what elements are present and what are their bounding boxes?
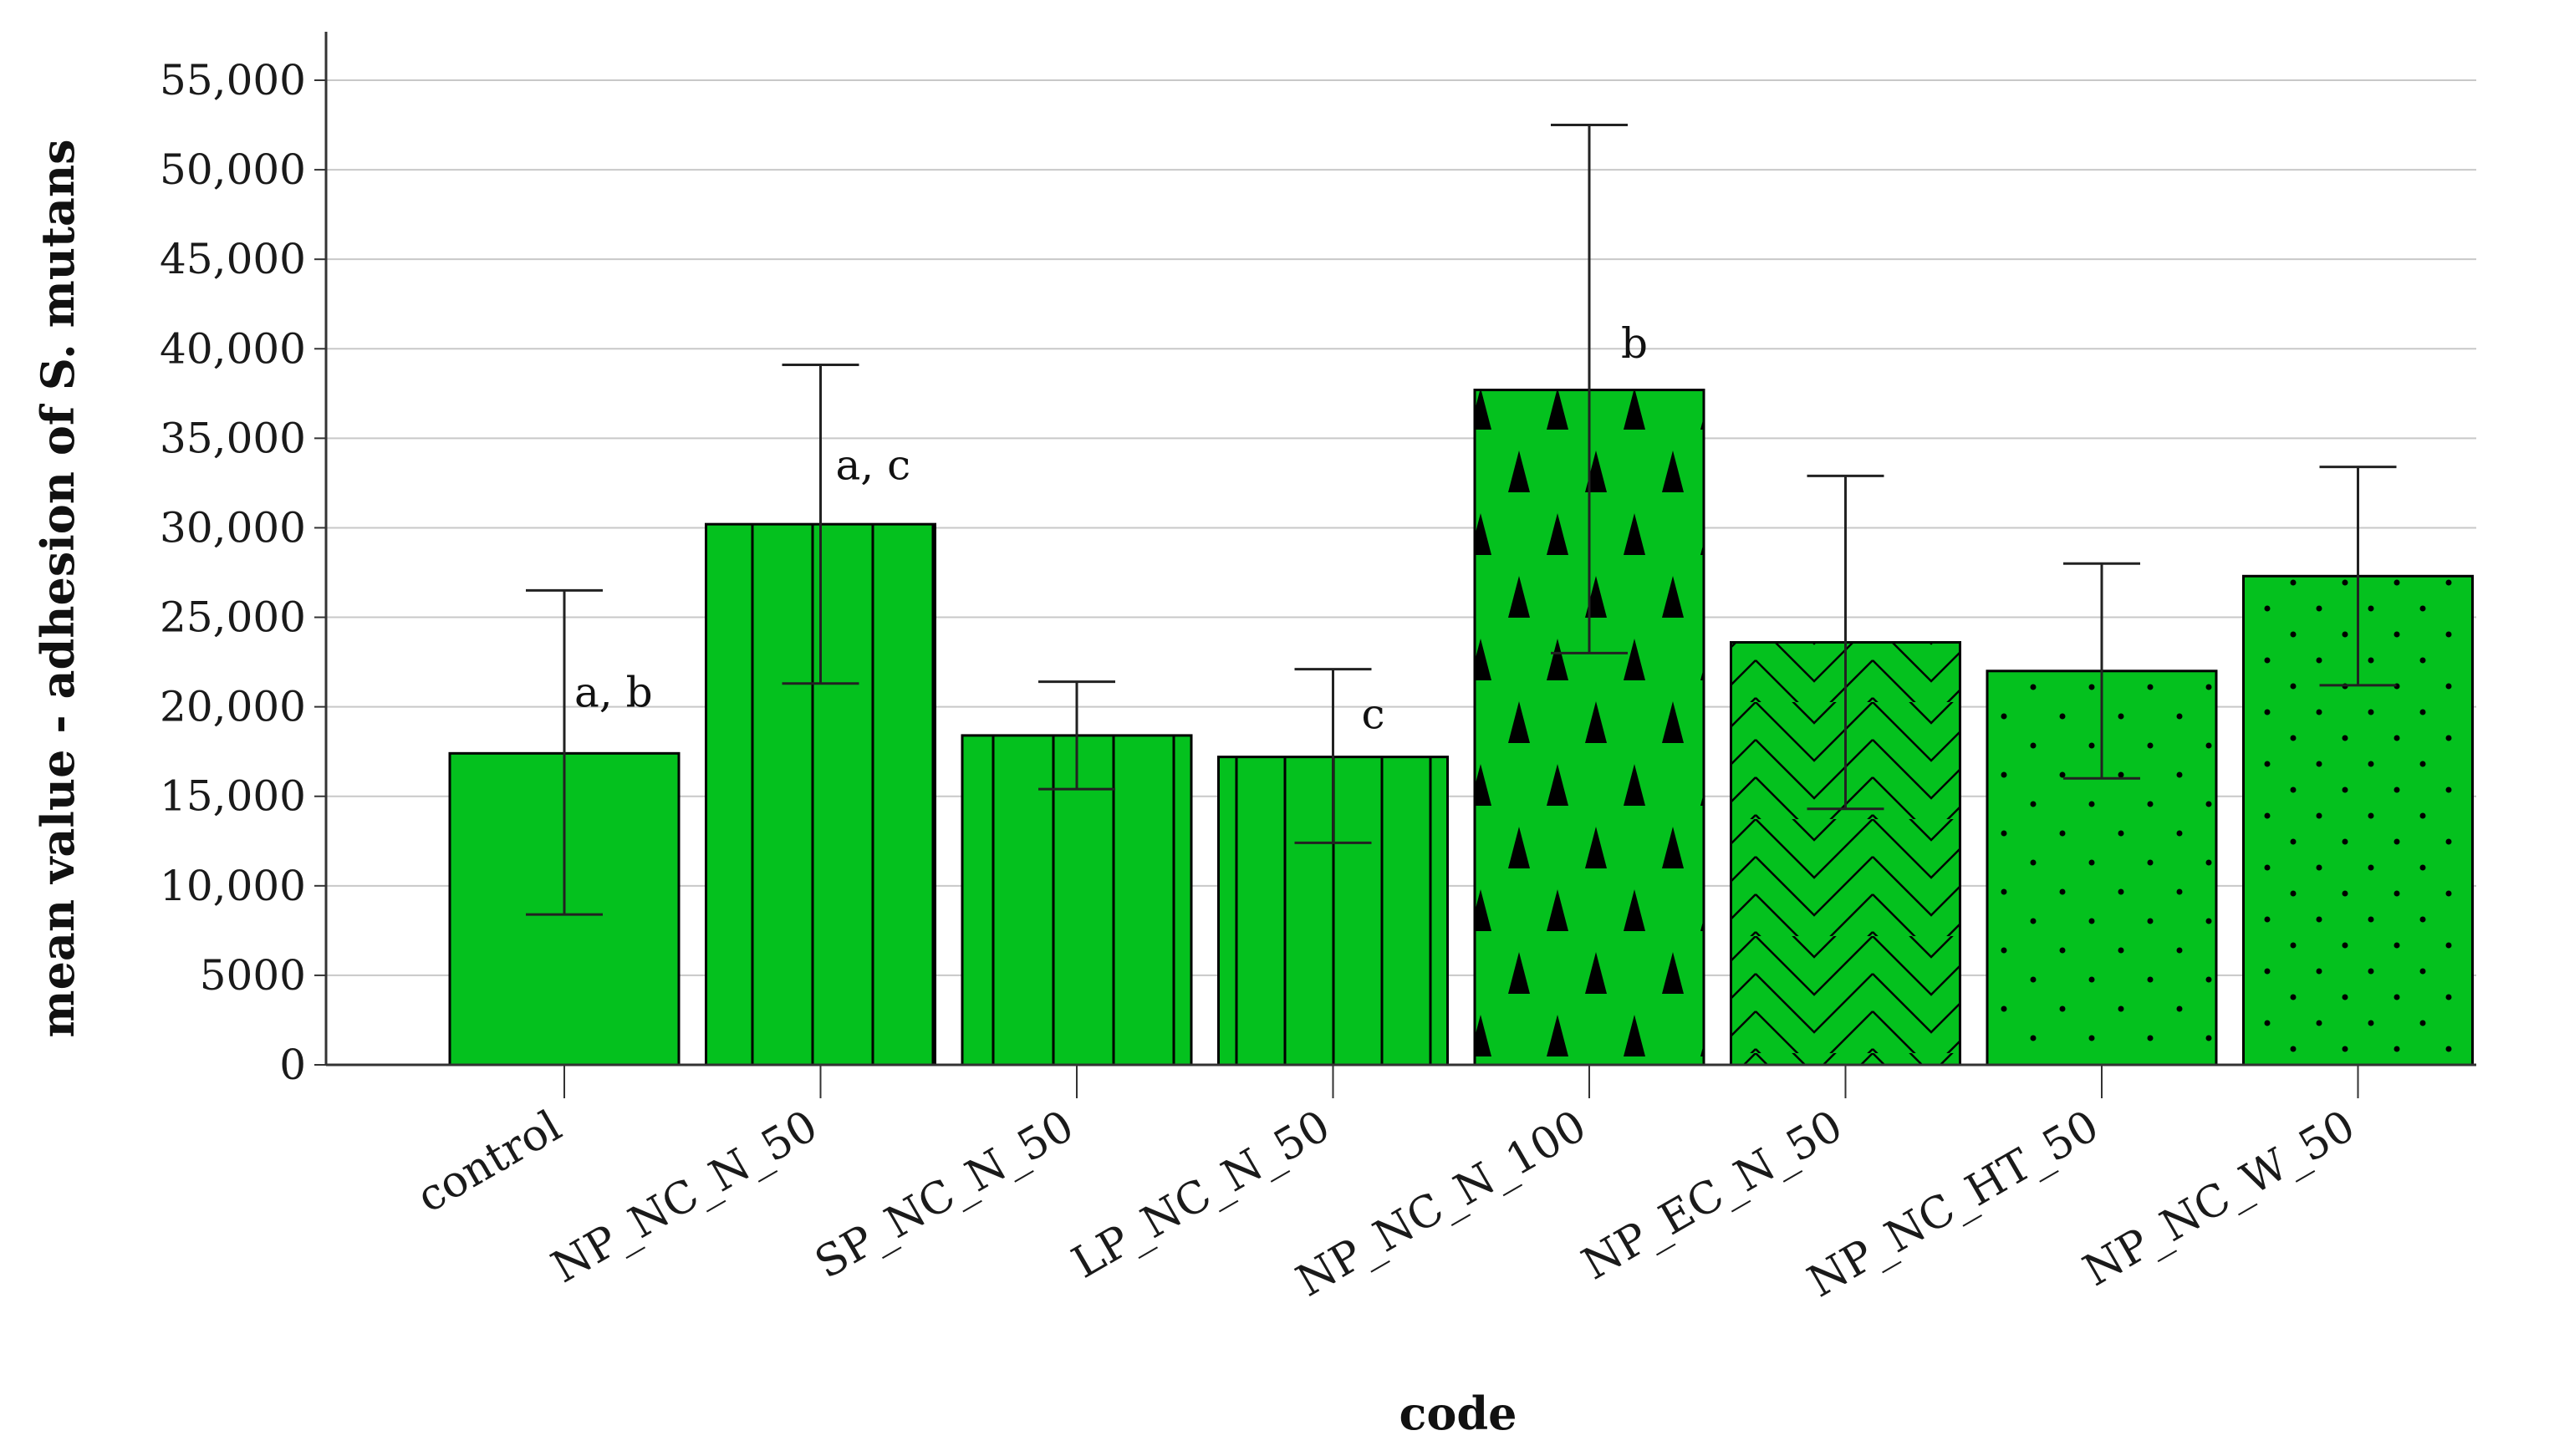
y-tick-label: 15,000	[160, 772, 306, 821]
significance-label: a, c	[836, 441, 911, 490]
y-tick-label: 0	[279, 1041, 306, 1089]
x-axis-title: code	[1399, 1387, 1517, 1440]
y-tick-label: 20,000	[160, 683, 306, 731]
error-bar-SP_NC_N_50	[1038, 680, 1115, 791]
y-tick-label: 10,000	[160, 862, 306, 910]
y-tick-label: 50,000	[160, 145, 306, 194]
category-label: NP_NC_HT_50	[1800, 1101, 2108, 1307]
category-label: control	[409, 1101, 569, 1223]
y-tick-label: 30,000	[160, 503, 306, 552]
y-tick-label: 45,000	[160, 235, 306, 283]
error-bar-NP_NC_HT_50	[2063, 562, 2140, 780]
error-bar-NP_NC_N_50	[782, 364, 859, 685]
y-axis-title: mean value - adhesion of S. mutans	[31, 139, 84, 1037]
category-label: SP_NC_N_50	[807, 1101, 1082, 1289]
significance-label: c	[1362, 690, 1385, 738]
error-bar-LP_NC_N_50	[1294, 668, 1372, 844]
category-label: NP_NC_N_100	[1288, 1101, 1594, 1306]
significance-label: b	[1621, 319, 1648, 368]
y-tick-label: 55,000	[160, 56, 306, 104]
y-tick-label: 5000	[200, 951, 306, 1000]
y-tick-label: 40,000	[160, 324, 306, 373]
axes	[314, 32, 2476, 1098]
category-label: NP_NC_W_50	[2075, 1101, 2363, 1296]
significance-label: a, b	[574, 669, 653, 717]
bars	[448, 124, 2474, 1067]
error-bar-control	[526, 588, 603, 916]
error-bar-NP_NC_N_100	[1551, 124, 1628, 654]
gridlines	[326, 79, 2476, 976]
y-tick-label: 25,000	[160, 593, 306, 642]
error-bar-NP_NC_W_50	[2319, 466, 2397, 687]
category-label: NP_NC_N_50	[543, 1101, 826, 1293]
error-bar-NP_EC_N_50	[1807, 474, 1884, 811]
y-tick-label: 35,000	[160, 414, 306, 462]
